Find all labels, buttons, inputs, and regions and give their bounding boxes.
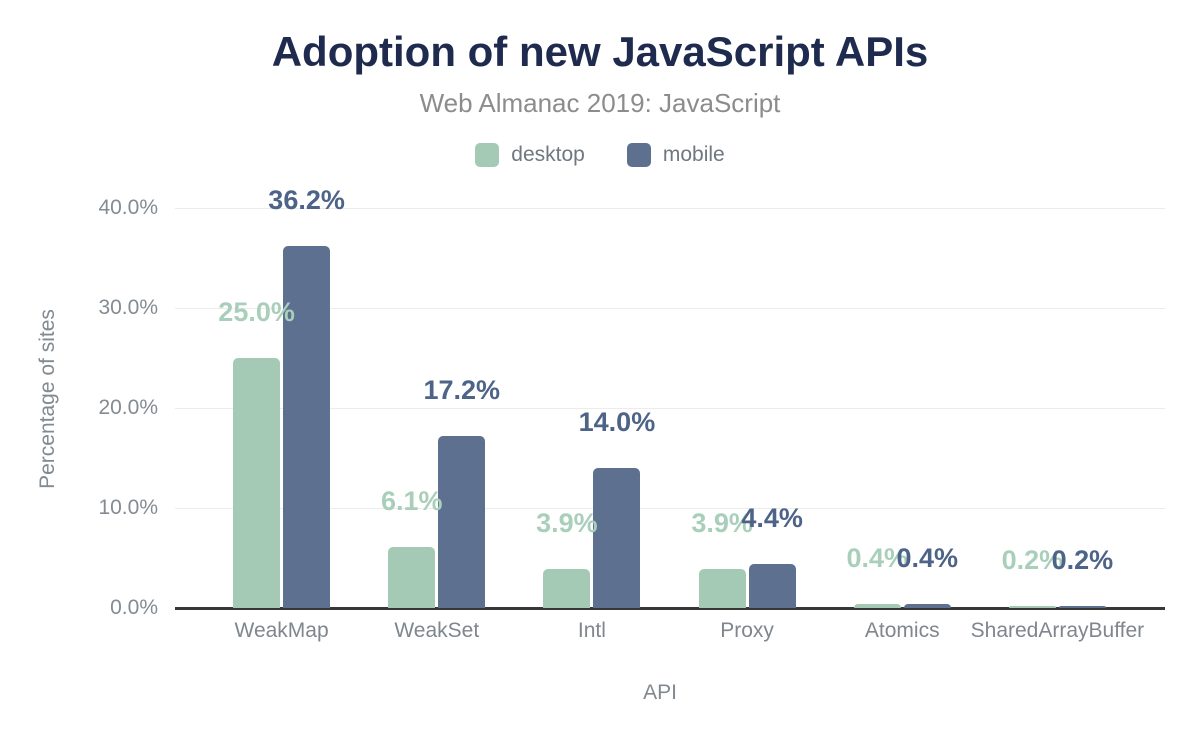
value-label-desktop-sharedarraybuffer: 0.2% [1001, 545, 1064, 575]
legend: desktop mobile [0, 143, 1200, 167]
y-tick-label: 0.0% [110, 596, 158, 619]
bar-mobile-proxy[interactable] [748, 564, 796, 608]
value-label-desktop-intl: 3.9% [536, 508, 598, 538]
legend-item-desktop[interactable]: desktop [475, 143, 585, 167]
legend-label: mobile [662, 143, 725, 166]
gridline-10.0% [175, 507, 1165, 509]
y-tick-label: 10.0% [98, 496, 158, 519]
bar-mobile-atomics[interactable] [903, 604, 951, 608]
y-tick-label: 40.0% [98, 196, 158, 219]
value-label-mobile-proxy: 4.4% [741, 503, 803, 533]
x-category-label-intl: Intl [577, 619, 606, 642]
bar-mobile-weakset[interactable] [438, 436, 486, 608]
value-label-desktop-proxy: 3.9% [691, 508, 753, 538]
bar-desktop-sharedarraybuffer[interactable] [1008, 606, 1056, 608]
bar-desktop-weakset[interactable] [388, 547, 436, 608]
x-category-label-atomics: Atomics [864, 619, 940, 642]
value-label-desktop-weakmap: 25.0% [218, 297, 295, 327]
x-category-label-sharedarraybuffer: SharedArrayBuffer [970, 619, 1145, 642]
bar-mobile-weakmap[interactable] [283, 246, 331, 608]
bar-mobile-sharedarraybuffer[interactable] [1058, 606, 1106, 608]
value-label-mobile-weakmap: 36.2% [268, 185, 345, 215]
bar-desktop-intl[interactable] [543, 569, 591, 608]
legend-label: desktop [511, 143, 585, 166]
value-label-mobile-intl: 14.0% [578, 407, 656, 437]
legend-item-mobile[interactable]: mobile [626, 143, 725, 167]
x-axis-title: API [643, 681, 677, 704]
bar-desktop-atomics[interactable] [853, 604, 901, 608]
bar-mobile-intl[interactable] [593, 468, 641, 608]
value-label-mobile-atomics: 0.4% [896, 543, 959, 573]
y-axis-title: Percentage of sites [36, 309, 59, 489]
x-category-label-weakmap: WeakMap [234, 619, 329, 642]
x-axis-line [175, 607, 1165, 610]
value-label-desktop-atomics: 0.4% [846, 543, 909, 573]
value-label-desktop-weakset: 6.1% [380, 486, 443, 516]
value-label-mobile-sharedarraybuffer: 0.2% [1051, 545, 1114, 575]
legend-swatch-mobile [626, 143, 651, 167]
y-tick-label: 20.0% [98, 396, 158, 419]
y-tick-label: 30.0% [98, 296, 158, 319]
chart-subtitle: Web Almanac 2019: JavaScript [419, 88, 781, 118]
gridline-20.0% [175, 407, 1165, 409]
x-category-label-proxy: Proxy [720, 619, 774, 642]
value-label-mobile-weakset: 17.2% [423, 375, 501, 405]
gridline-30.0% [175, 307, 1165, 309]
gridline-40.0% [175, 207, 1165, 209]
legend-swatch-desktop [475, 143, 500, 167]
chart-title: Adoption of new JavaScript APIs [271, 28, 929, 75]
bar-desktop-proxy[interactable] [698, 569, 746, 608]
bar-desktop-weakmap[interactable] [233, 358, 281, 608]
x-category-label-weakset: WeakSet [394, 619, 480, 642]
